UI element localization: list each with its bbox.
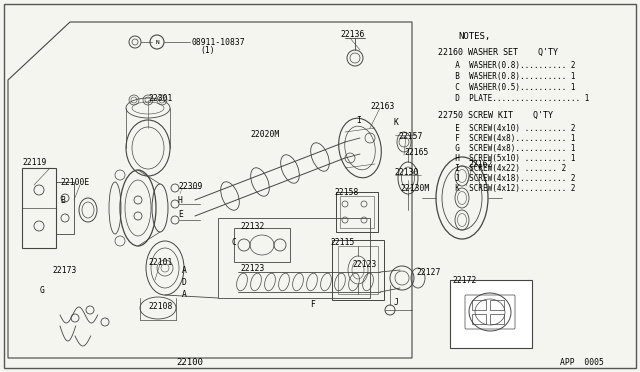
Text: F  SCREW(4x8)........... 1: F SCREW(4x8)........... 1 xyxy=(446,134,575,143)
Text: 22160 WASHER SET    Q'TY: 22160 WASHER SET Q'TY xyxy=(438,48,558,57)
Text: F: F xyxy=(310,300,315,309)
Text: 22163: 22163 xyxy=(370,102,394,111)
Text: 22123: 22123 xyxy=(352,260,376,269)
Text: 22115: 22115 xyxy=(330,238,355,247)
Text: D: D xyxy=(182,278,187,287)
Text: 22123: 22123 xyxy=(240,264,264,273)
Bar xyxy=(490,300,504,310)
Text: K  SCREW(4x12).......... 2: K SCREW(4x12).......... 2 xyxy=(446,184,575,193)
Bar xyxy=(218,218,370,298)
Text: 08911-10837: 08911-10837 xyxy=(192,38,246,47)
Bar xyxy=(56,182,74,234)
Text: E: E xyxy=(178,210,183,219)
Text: 22309: 22309 xyxy=(178,182,202,191)
Bar xyxy=(22,168,56,248)
Text: G: G xyxy=(40,286,45,295)
Text: 22173: 22173 xyxy=(52,266,76,275)
Text: 22100E: 22100E xyxy=(60,178,89,187)
Text: 22157: 22157 xyxy=(398,132,422,141)
Text: 22172: 22172 xyxy=(452,276,476,285)
Bar xyxy=(234,228,290,262)
Text: 22750 SCREW KIT    Q'TY: 22750 SCREW KIT Q'TY xyxy=(438,111,553,120)
Text: I  SCREW(4x22) ....... 2: I SCREW(4x22) ....... 2 xyxy=(446,164,566,173)
Text: A: A xyxy=(182,290,187,299)
Text: I: I xyxy=(356,116,361,125)
Bar xyxy=(450,280,532,348)
Text: D  PLATE................... 1: D PLATE................... 1 xyxy=(446,94,589,103)
Text: 22020M: 22020M xyxy=(250,130,279,139)
Bar xyxy=(332,240,384,300)
Text: 22100: 22100 xyxy=(177,358,204,367)
Text: (1): (1) xyxy=(200,46,214,55)
Bar xyxy=(472,300,486,310)
Text: 22108: 22108 xyxy=(148,302,172,311)
Text: A: A xyxy=(182,266,187,275)
Text: C: C xyxy=(232,238,237,247)
Text: 22158: 22158 xyxy=(334,188,358,197)
Bar xyxy=(338,246,378,294)
Text: H  SCREW(5x10) ......... 1: H SCREW(5x10) ......... 1 xyxy=(446,154,575,163)
Text: APP  0005: APP 0005 xyxy=(560,358,604,367)
Text: B: B xyxy=(60,196,65,205)
Text: 22130: 22130 xyxy=(394,168,419,177)
Text: 22136: 22136 xyxy=(340,30,364,39)
Text: C  WASHER(0.5).......... 1: C WASHER(0.5).......... 1 xyxy=(446,83,575,92)
Text: B  WASHER(0.8).......... 1: B WASHER(0.8).......... 1 xyxy=(446,72,575,81)
Text: 22130M: 22130M xyxy=(400,184,429,193)
Bar xyxy=(472,314,486,324)
Text: 22119: 22119 xyxy=(22,158,46,167)
Bar xyxy=(336,192,378,232)
Text: K: K xyxy=(394,118,399,127)
Bar xyxy=(340,196,374,228)
Text: 22301: 22301 xyxy=(148,94,172,103)
Text: G  SCREW(4x8)........... 1: G SCREW(4x8)........... 1 xyxy=(446,144,575,153)
Text: H: H xyxy=(178,196,183,205)
Text: 22165: 22165 xyxy=(404,148,428,157)
Text: A  WASHER(0.8).......... 2: A WASHER(0.8).......... 2 xyxy=(446,61,575,70)
Text: J: J xyxy=(394,298,399,307)
Text: 22132: 22132 xyxy=(240,222,264,231)
Text: E  SCREW(4x10) ......... 2: E SCREW(4x10) ......... 2 xyxy=(446,124,575,133)
Bar xyxy=(490,314,504,324)
Text: 22162: 22162 xyxy=(468,160,492,169)
Text: 22127: 22127 xyxy=(416,268,440,277)
Text: N: N xyxy=(155,39,159,45)
Text: 22101: 22101 xyxy=(148,258,172,267)
Text: NOTES,: NOTES, xyxy=(458,32,490,41)
Text: J  SCREW(4x18).......... 2: J SCREW(4x18).......... 2 xyxy=(446,174,575,183)
